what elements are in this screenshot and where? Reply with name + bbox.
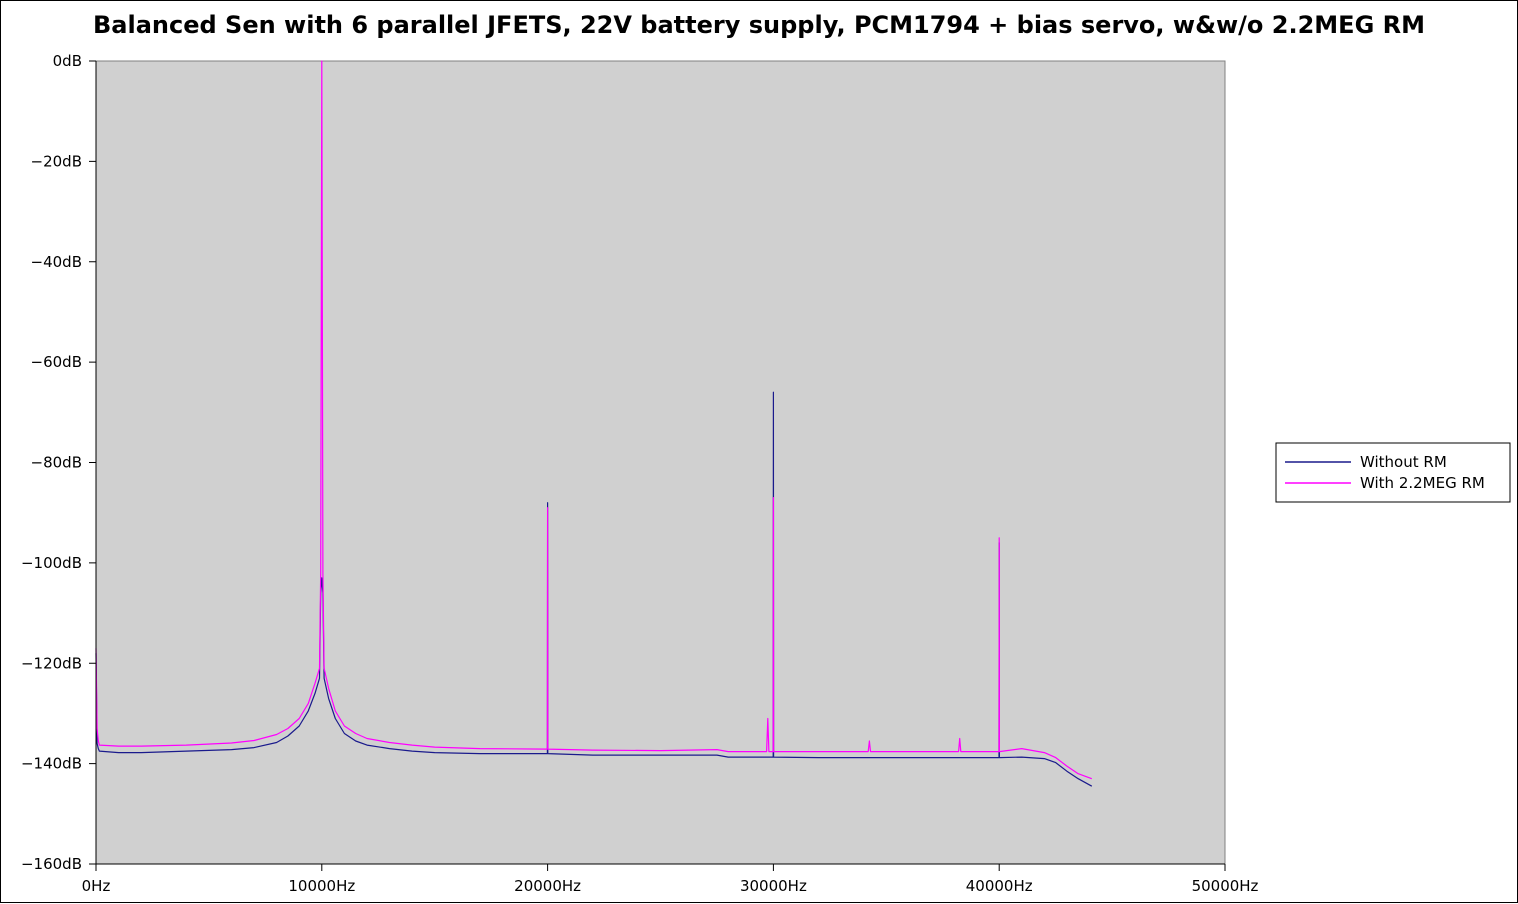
x-ticks: 0Hz 10000Hz 20000Hz 30000Hz 40000Hz 50000Hz	[82, 864, 1259, 895]
x-tick-label: 0Hz	[82, 877, 111, 895]
y-tick-label: −120dB	[21, 654, 82, 672]
y-tick-label: −160dB	[21, 855, 82, 873]
chart-title: Balanced Sen with 6 parallel JFETS, 22V …	[93, 11, 1425, 39]
legend-label-without-rm: Without RM	[1360, 453, 1447, 471]
y-ticks: 0dB −20dB −40dB −60dB −80dB −100dB −120dB −140d…	[21, 52, 96, 873]
x-tick-label: 10000Hz	[288, 877, 355, 895]
legend: Without RM With 2.2MEG RM	[1275, 442, 1511, 503]
y-tick-label: −140dB	[21, 755, 82, 773]
plot-area	[95, 60, 1226, 865]
y-tick-label: −80dB	[31, 454, 82, 472]
series-line-1	[95, 60, 1093, 780]
y-tick-label: −100dB	[21, 554, 82, 572]
legend-label-with-rm: With 2.2MEG RM	[1360, 474, 1485, 492]
y-tick-label: 0dB	[53, 52, 82, 70]
y-tick-label: −20dB	[31, 152, 82, 170]
y-tick-label: −60dB	[31, 353, 82, 371]
series-layer	[95, 60, 1093, 787]
x-tick-label: 20000Hz	[514, 877, 581, 895]
x-tick-label: 50000Hz	[1192, 877, 1259, 895]
y-tick-label: −40dB	[31, 253, 82, 271]
x-tick-label: 40000Hz	[966, 877, 1033, 895]
series-line-0	[95, 391, 1093, 787]
legend-box	[1275, 442, 1511, 503]
x-tick-label: 30000Hz	[740, 877, 807, 895]
